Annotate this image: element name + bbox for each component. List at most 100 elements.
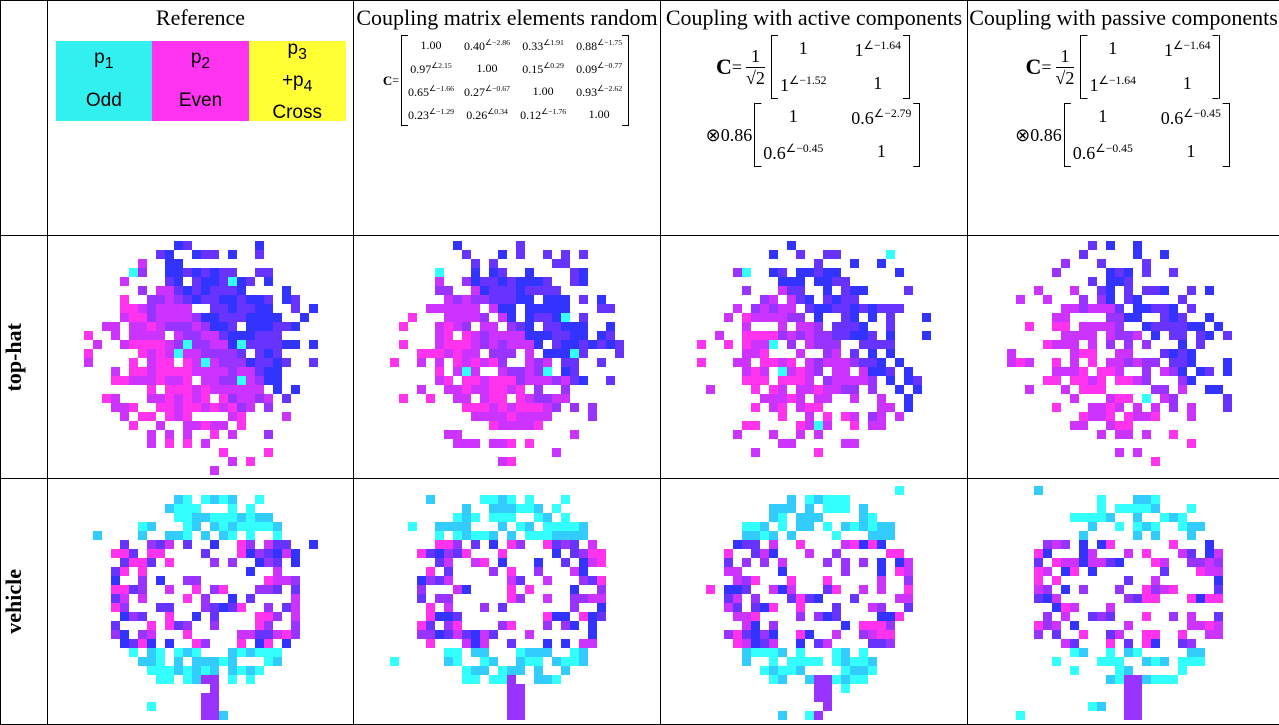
pixel [823,358,832,367]
pixel [1169,268,1178,277]
pixel [183,394,192,403]
pixel [138,313,147,322]
pixel [444,385,453,394]
pixel [534,412,543,421]
pixel [120,313,129,322]
pixel [462,630,471,639]
pixel [192,504,201,513]
pixel [895,304,904,313]
pixel [183,648,192,657]
pixel [507,666,516,675]
pixel [498,412,507,421]
pixel [273,531,282,540]
pixel [769,403,778,412]
pixel [850,412,859,421]
pixel [814,711,823,720]
pixel [120,585,129,594]
pixel [796,612,805,621]
symbol-sub: 4 [304,78,313,95]
pixel [823,340,832,349]
entry-base: 1.00 [589,107,610,121]
pixel [1169,349,1178,358]
symbol-sub: 2 [201,55,210,72]
pixel [111,621,120,630]
pixel [156,394,165,403]
matrix-entry: 0.6∠−0.45 [1161,106,1221,129]
pixel [228,376,237,385]
pixel [1106,367,1115,376]
pixel [570,331,579,340]
pixel [1106,657,1115,666]
entry-base: 1 [1186,141,1195,161]
pixel [543,322,552,331]
pixel [1115,349,1124,358]
pixel [444,430,453,439]
pixel [1214,621,1223,630]
pixel [246,277,255,286]
matrix-entry: 0.15∠0.29 [520,61,566,77]
pixel [453,630,462,639]
pixel [273,558,282,567]
pixel [462,349,471,358]
pixel [165,412,174,421]
pixel [453,322,462,331]
pixel [1178,522,1187,531]
pixel [1196,657,1205,666]
pixel [489,259,498,268]
pixel [922,313,931,322]
pixel [525,394,534,403]
pixel [282,630,291,639]
pixel [192,513,201,522]
pixel [1124,621,1133,630]
pixel [1151,504,1160,513]
pixel [489,277,498,286]
pixel [480,412,489,421]
pixel [489,304,498,313]
pixel [471,531,480,540]
pixel [210,558,219,567]
pixel [796,630,805,639]
pixel [255,331,264,340]
entry-base: 1 [789,106,798,126]
pixel [210,331,219,340]
pixel [760,531,769,540]
pixel [1115,558,1124,567]
pixel [859,630,868,639]
pixel [1115,304,1124,313]
pixel [237,630,246,639]
pixel [904,367,913,376]
pixel [814,421,823,430]
pixel [480,331,489,340]
pixel [462,522,471,531]
pixel [417,576,426,585]
pixel [507,495,516,504]
pixel [1187,531,1196,540]
pixel [877,576,886,585]
pixel [1034,567,1043,576]
pixel [796,666,805,675]
pixel [778,412,787,421]
pixel [895,549,904,558]
pixel [183,295,192,304]
pixel [1079,412,1088,421]
pixel [552,394,561,403]
pixel [1187,594,1196,603]
pixel [1142,630,1151,639]
pixel [174,412,183,421]
pixel [192,657,201,666]
pixel [841,367,850,376]
pixel [805,513,814,522]
pixel-map [362,239,652,475]
pixel [480,531,489,540]
pixel [1187,504,1196,513]
pixel [787,576,796,585]
pixel [570,621,579,630]
pixel [255,349,264,358]
entry-base: 0.97 [410,62,431,76]
pixel [219,313,228,322]
pixel [1187,439,1196,448]
pixel [156,367,165,376]
entry-base: 1 [799,38,808,58]
pixel [904,576,913,585]
